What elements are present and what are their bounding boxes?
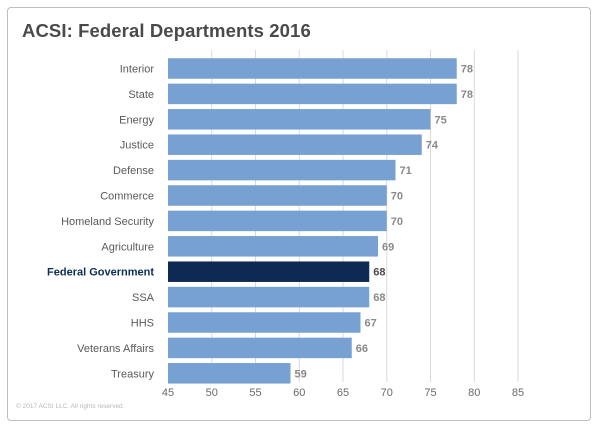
copyright-notice: © 2017 ACSI LLC. All rights reserved. (16, 403, 125, 410)
x-tick-label-80: 80 (468, 387, 480, 399)
category-label-homeland-security: Homeland Security (61, 216, 154, 228)
value-label-justice: 74 (426, 140, 439, 152)
value-label-federal-government: 68 (373, 267, 385, 279)
value-label-treasury: 59 (295, 368, 307, 380)
value-label-state: 78 (461, 89, 473, 101)
value-label-hhs: 67 (365, 318, 377, 330)
bar-hhs (168, 312, 361, 333)
bar-justice (168, 134, 422, 155)
category-label-veterans-affairs: Veterans Affairs (77, 343, 154, 355)
value-label-commerce: 70 (391, 191, 403, 203)
bar-energy (168, 109, 431, 130)
value-label-defense: 71 (400, 165, 412, 177)
bar-homeland-security (168, 210, 387, 232)
bar-interior (168, 58, 457, 79)
category-labels: Interior State Energy Justice Defense Commerc… (47, 64, 155, 381)
category-label-agriculture: Agriculture (101, 241, 154, 253)
x-tick-label-75: 75 (424, 387, 436, 399)
x-tick-label-70: 70 (381, 387, 393, 399)
bar-defense (168, 159, 396, 181)
x-tick-label-65: 65 (337, 387, 349, 399)
category-label-federal-government: Federal Government (47, 267, 154, 279)
category-label-treasury: Treasury (111, 368, 154, 380)
value-labels: 78 78 75 74 71 70 70 69 68 68 67 66 59 (295, 64, 474, 381)
bars (168, 58, 457, 384)
bar-state (168, 83, 457, 105)
category-label-energy: Energy (119, 114, 154, 126)
category-label-commerce: Commerce (100, 191, 154, 203)
x-tick-label-60: 60 (293, 387, 305, 399)
bar-ssa (168, 286, 370, 308)
x-tick-label-55: 55 (249, 387, 261, 399)
category-label-state: State (128, 89, 154, 101)
bar-commerce (168, 185, 387, 206)
x-tick-label-50: 50 (206, 387, 218, 399)
category-label-interior: Interior (120, 64, 155, 76)
category-label-justice: Justice (120, 140, 154, 152)
x-tick-label-85: 85 (512, 387, 524, 399)
value-label-interior: 78 (461, 64, 473, 76)
value-label-homeland-security: 70 (391, 216, 403, 228)
bar-agriculture (168, 236, 378, 257)
value-label-agriculture: 69 (382, 241, 394, 253)
category-label-hhs: HHS (131, 318, 154, 330)
chart-title: ACSI: Federal Departments 2016 (22, 20, 311, 41)
category-label-ssa: SSA (132, 292, 155, 304)
x-tick-label-45: 45 (162, 387, 174, 399)
x-axis-ticks: 45 50 55 60 65 70 75 80 85 (162, 387, 524, 399)
bar-federal-government (168, 261, 370, 282)
value-label-ssa: 68 (373, 292, 385, 304)
value-label-energy: 75 (435, 114, 447, 126)
bar-treasury (168, 363, 291, 384)
category-label-defense: Defense (113, 165, 154, 177)
value-label-veterans-affairs: 66 (356, 343, 368, 355)
bar-veterans-affairs (168, 337, 352, 359)
